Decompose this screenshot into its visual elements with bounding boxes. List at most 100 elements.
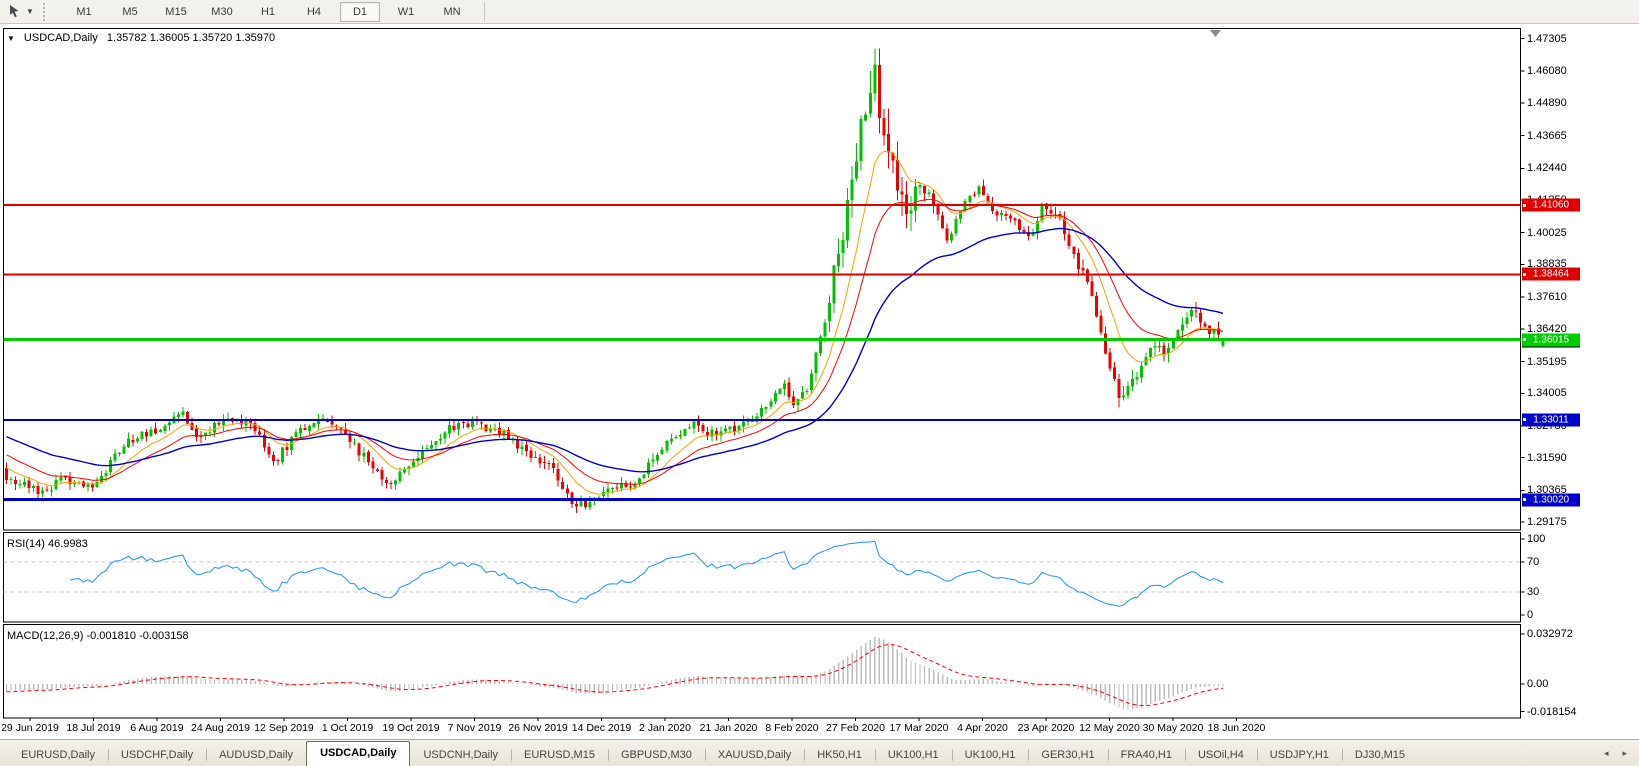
date-axis-label: 24 Aug 2019	[191, 722, 250, 734]
candle-body	[353, 442, 357, 444]
tab-USDCNH-Daily[interactable]: USDCNH,Daily	[423, 749, 499, 761]
chart-shift-marker-icon[interactable]	[1210, 30, 1221, 37]
candle-body	[497, 428, 501, 436]
candle-body	[787, 382, 791, 398]
candle-body	[737, 425, 741, 431]
toolbar-drag-handle[interactable]	[43, 2, 51, 21]
candle-body	[900, 191, 904, 195]
oneclick-expand-icon[interactable]: ▼	[7, 33, 15, 43]
date-axis-label: 12 Sep 2019	[254, 722, 314, 734]
candle-body	[23, 481, 27, 485]
candle-body	[1017, 219, 1021, 230]
candle-body	[488, 429, 492, 432]
candle-body	[1072, 246, 1076, 254]
candle-body	[1194, 310, 1198, 312]
timeframe-button-D1[interactable]: D1	[340, 1, 380, 22]
timeframe-button-W1[interactable]: W1	[397, 5, 415, 18]
candle-body	[131, 439, 135, 443]
tab-EURUSD-Daily[interactable]: EURUSD,Daily	[21, 749, 95, 761]
tab-GER30-H1[interactable]: GER30,H1	[1028, 745, 1107, 765]
candle-body	[1031, 232, 1035, 236]
candle-body	[977, 186, 981, 195]
tab-XAUUSD-Daily[interactable]: XAUUSD,Daily	[704, 745, 804, 765]
tab-DJ30-M15[interactable]: DJ30,M15	[1341, 745, 1418, 765]
main-price-panel[interactable]	[3, 28, 1521, 531]
candle-body	[285, 446, 289, 451]
candle-body	[425, 447, 429, 450]
candle-body	[375, 469, 379, 471]
candle-body	[1180, 324, 1184, 331]
tab-GBPUSD-M30[interactable]: GBPUSD,M30	[607, 745, 705, 765]
date-axis-label: 8 Feb 2020	[765, 722, 819, 734]
candle-body	[113, 453, 117, 461]
tool-dropdown-caret-icon[interactable]: ▼	[26, 7, 34, 16]
tab-scroll-left-icon[interactable]: ◂	[1603, 748, 1609, 758]
candle-body	[50, 490, 54, 492]
tab-UK100-H1[interactable]: UK100,H1	[874, 745, 952, 765]
macd-panel[interactable]	[3, 624, 1521, 719]
date-axis-label: 4 Apr 2020	[957, 722, 1008, 734]
cursor-tool-button[interactable]	[5, 3, 23, 21]
candle-body	[258, 431, 262, 435]
candle-body	[389, 483, 393, 485]
candle-body	[1094, 295, 1098, 317]
date-axis-label: 14 Dec 2019	[571, 722, 632, 734]
rsi-axis-label: 30	[1527, 586, 1540, 599]
candle-body	[873, 64, 877, 94]
date-axis-label: 6 Aug 2019	[130, 722, 184, 734]
chart-symbol-label: USDCAD,Daily	[23, 32, 98, 44]
tab-FRA40-H1[interactable]: FRA40,H1	[1107, 745, 1185, 765]
timeframe-button-M5[interactable]: M5	[122, 5, 138, 18]
candle-body	[176, 414, 180, 417]
rsi-axis-label: 0	[1527, 609, 1534, 621]
chart-canvas[interactable]	[0, 28, 1639, 739]
candle-body	[1004, 213, 1008, 216]
price-line-tag[interactable]: 1.36015	[1522, 333, 1580, 347]
candle-body	[208, 432, 212, 434]
candle-body	[972, 194, 976, 196]
tab-USDCAD-Daily[interactable]: USDCAD,Daily	[306, 741, 411, 766]
timeframe-button-H4[interactable]: H4	[306, 5, 322, 18]
candle-body	[846, 200, 850, 241]
candle-body	[158, 429, 162, 433]
candle-body	[167, 422, 171, 426]
tab-UK100-H1[interactable]: UK100,H1	[951, 745, 1029, 765]
price-line-tag[interactable]: 1.30020	[1522, 493, 1580, 507]
candle-body	[203, 432, 207, 436]
candle-body	[606, 488, 610, 493]
candle-body	[561, 481, 565, 490]
timeframe-button-H1[interactable]: H1	[260, 5, 276, 18]
timeframe-button-M30[interactable]: M30	[211, 5, 233, 18]
tab-USOil-H4[interactable]: USOil,H4	[1184, 745, 1257, 765]
chart-window: ▼ USDCAD,Daily 1.35782 1.36005 1.35720 1…	[0, 28, 1639, 739]
candle-body	[615, 487, 619, 489]
timeframe-button-MN[interactable]: MN	[443, 5, 461, 18]
candle-body	[59, 476, 63, 481]
candle-body	[99, 476, 103, 483]
candle-body	[543, 462, 547, 464]
candle-body	[764, 406, 768, 409]
candle-body	[791, 396, 795, 406]
rsi-panel[interactable]	[3, 532, 1521, 623]
price-line-tag[interactable]: 1.38464	[1522, 267, 1580, 281]
candle-body	[565, 488, 569, 494]
candle-body	[1140, 365, 1144, 378]
tab-HK50-H1[interactable]: HK50,H1	[804, 745, 875, 765]
tab-scroll-right-icon[interactable]: ▸	[1622, 748, 1627, 758]
candle-body	[407, 466, 411, 470]
timeframe-button-M1[interactable]: M1	[76, 5, 92, 18]
candle-body	[1176, 329, 1180, 341]
candle-body	[1022, 230, 1026, 233]
tab-AUDUSD-Daily[interactable]: AUDUSD,Daily	[206, 745, 306, 765]
price-axis-label: 1.42440	[1527, 162, 1567, 175]
timeframe-button-M15[interactable]: M15	[165, 5, 187, 18]
tab-USDJPY-H1[interactable]: USDJPY,H1	[1256, 745, 1342, 765]
price-line-tag[interactable]: 1.41060	[1522, 198, 1580, 212]
tab-EURUSD-M15[interactable]: EURUSD,M15	[511, 745, 608, 765]
candle-body	[556, 469, 560, 481]
tab-USDCHF-Daily[interactable]: USDCHF,Daily	[107, 745, 206, 765]
candle-body	[864, 114, 868, 121]
candle-body	[647, 462, 651, 475]
price-line-tag[interactable]: 1.33011	[1522, 413, 1580, 427]
candle-body	[280, 447, 284, 462]
